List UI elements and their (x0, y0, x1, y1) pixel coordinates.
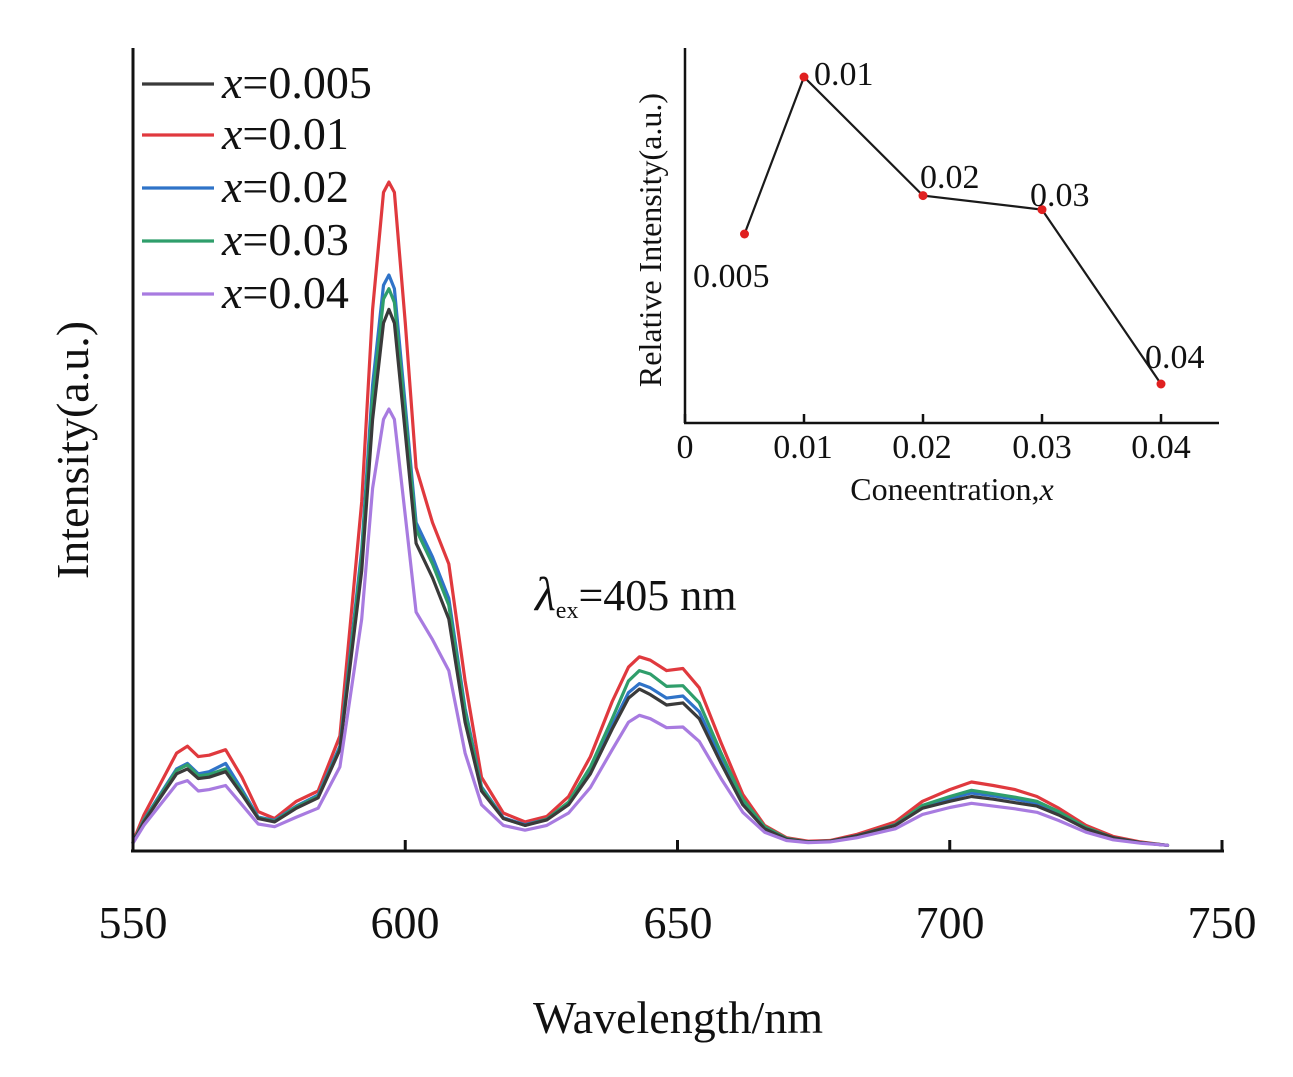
series-line (131, 307, 1170, 847)
inset-x-tick-label: 0 (677, 429, 694, 466)
inset-point-label: 0.03 (1030, 177, 1090, 214)
inset-data-point (918, 191, 928, 201)
legend-value: =0.02 (242, 161, 348, 212)
inset-point-label: 0.005 (693, 258, 770, 295)
main-x-tick-label: 650 (644, 897, 713, 948)
main-x-tick-label: 550 (99, 897, 168, 948)
inset-point-label: 0.01 (814, 56, 874, 93)
inset-x-ticks (683, 414, 1163, 423)
inset-point-label: 0.02 (920, 159, 980, 196)
inset-data-point (799, 72, 809, 82)
legend-entry: x=0.04 (142, 267, 349, 318)
inset-data-point (740, 229, 749, 239)
legend-variable: x (221, 108, 243, 159)
legend-label: x=0.005 (221, 57, 372, 108)
inset-y-axis-label: Relative Intensity(a.u.) (632, 93, 668, 387)
inset-x-tick-label: 0.04 (1131, 429, 1191, 466)
inset-x-tick-label: 0.01 (773, 429, 833, 466)
legend-value: =0.03 (242, 214, 348, 265)
excitation-subscript: ex (556, 598, 579, 624)
inset-x-tick-label: 0.02 (892, 429, 952, 466)
lambda-symbol: λ (533, 568, 556, 621)
main-y-axis-label: Intensity(a.u.) (47, 321, 98, 579)
inset-x-axis-label: Coneentration,x (850, 471, 1053, 507)
main-x-ticks (131, 840, 1224, 851)
main-x-axis-label: Wavelength/nm (533, 992, 823, 1043)
main-x-tick-label: 750 (1188, 897, 1257, 948)
series-line (131, 180, 1170, 847)
inset-x-tick-label: 0.03 (1012, 429, 1072, 466)
legend-variable: x (221, 267, 243, 318)
inset-point-label: 0.04 (1145, 339, 1205, 376)
legend-label: x=0.03 (221, 214, 349, 265)
main-series-lines (131, 180, 1170, 847)
legend-entry: x=0.02 (142, 161, 349, 212)
inset-data-point (1037, 205, 1047, 215)
legend-variable: x (221, 161, 243, 212)
inset-markers (740, 72, 1166, 389)
main-x-tick-label: 700 (916, 897, 985, 948)
inset-x-axis-label-variable: x (1039, 471, 1054, 507)
inset-series-line (743, 75, 1162, 385)
inset-data-point (1156, 379, 1166, 389)
main-x-tick-labels: 550 600 650 700 750 (99, 897, 1257, 948)
legend: x=0.005 x=0.01 x=0.02 x=0.03 x=0.04 (142, 57, 372, 318)
inset-x-axis-label-main: Coneentration, (850, 471, 1039, 507)
legend-label: x=0.01 (221, 108, 349, 159)
excitation-annotation: λex=405 nm (533, 568, 737, 624)
legend-entry: x=0.005 (142, 57, 372, 108)
legend-entry: x=0.03 (142, 214, 349, 265)
legend-value: =0.005 (242, 57, 371, 108)
inset-x-tick-labels: 0 0.01 0.02 0.03 0.04 (677, 429, 1191, 466)
main-chart: 550 600 650 700 750 Wavelength/nm Intens… (47, 48, 1257, 1043)
legend-variable: x (221, 214, 243, 265)
legend-value: =0.04 (242, 267, 348, 318)
legend-entry: x=0.01 (142, 108, 349, 159)
legend-value: =0.01 (242, 108, 348, 159)
inset-chart: 0 0.01 0.02 0.03 0.04 Coneentration,x Re… (632, 48, 1219, 507)
legend-label: x=0.04 (221, 267, 349, 318)
legend-label: x=0.02 (221, 161, 349, 212)
main-x-tick-label: 600 (371, 897, 440, 948)
series-line (131, 407, 1170, 847)
legend-variable: x (221, 57, 243, 108)
excitation-value: =405 nm (578, 571, 736, 620)
